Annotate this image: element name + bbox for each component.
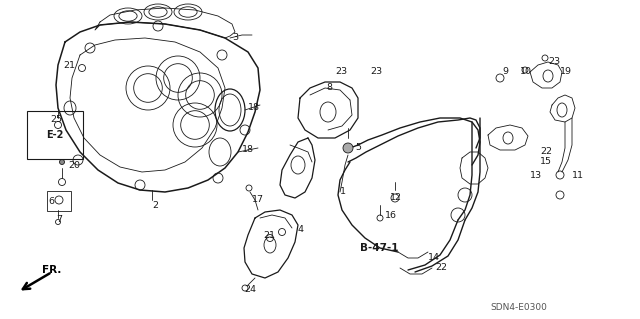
Text: 5: 5 [355,144,361,152]
Text: 2: 2 [152,201,158,210]
Text: 23: 23 [335,68,347,77]
Text: 14: 14 [428,254,440,263]
Text: 15: 15 [540,158,552,167]
Text: SDN4-E0300: SDN4-E0300 [490,303,547,313]
Text: 24: 24 [244,286,256,294]
Text: 11: 11 [572,170,584,180]
Text: 20: 20 [68,160,80,169]
Text: 3: 3 [232,33,238,42]
Text: 23: 23 [548,57,560,66]
Ellipse shape [343,143,353,153]
Text: 1: 1 [340,188,346,197]
Text: FR.: FR. [42,265,61,275]
Text: 19: 19 [560,68,572,77]
Text: 18: 18 [242,145,254,154]
Text: 4: 4 [298,226,304,234]
Text: 7: 7 [56,216,62,225]
Text: 22: 22 [540,147,552,157]
Text: 9: 9 [502,68,508,77]
Ellipse shape [60,160,65,165]
Text: E-2: E-2 [46,130,63,140]
Text: B-47-1: B-47-1 [360,243,399,253]
Text: 18: 18 [248,103,260,113]
Text: 6: 6 [48,197,54,206]
FancyBboxPatch shape [47,191,71,211]
Text: 16: 16 [385,211,397,219]
Text: 10: 10 [520,68,532,77]
Text: 21: 21 [63,61,75,70]
Text: 8: 8 [326,84,332,93]
Text: 22: 22 [435,263,447,272]
Text: 17: 17 [252,196,264,204]
Text: 23: 23 [370,68,382,77]
Text: 25: 25 [50,115,62,124]
Text: 13: 13 [530,170,542,180]
Text: 12: 12 [390,194,402,203]
Text: 21: 21 [263,231,275,240]
